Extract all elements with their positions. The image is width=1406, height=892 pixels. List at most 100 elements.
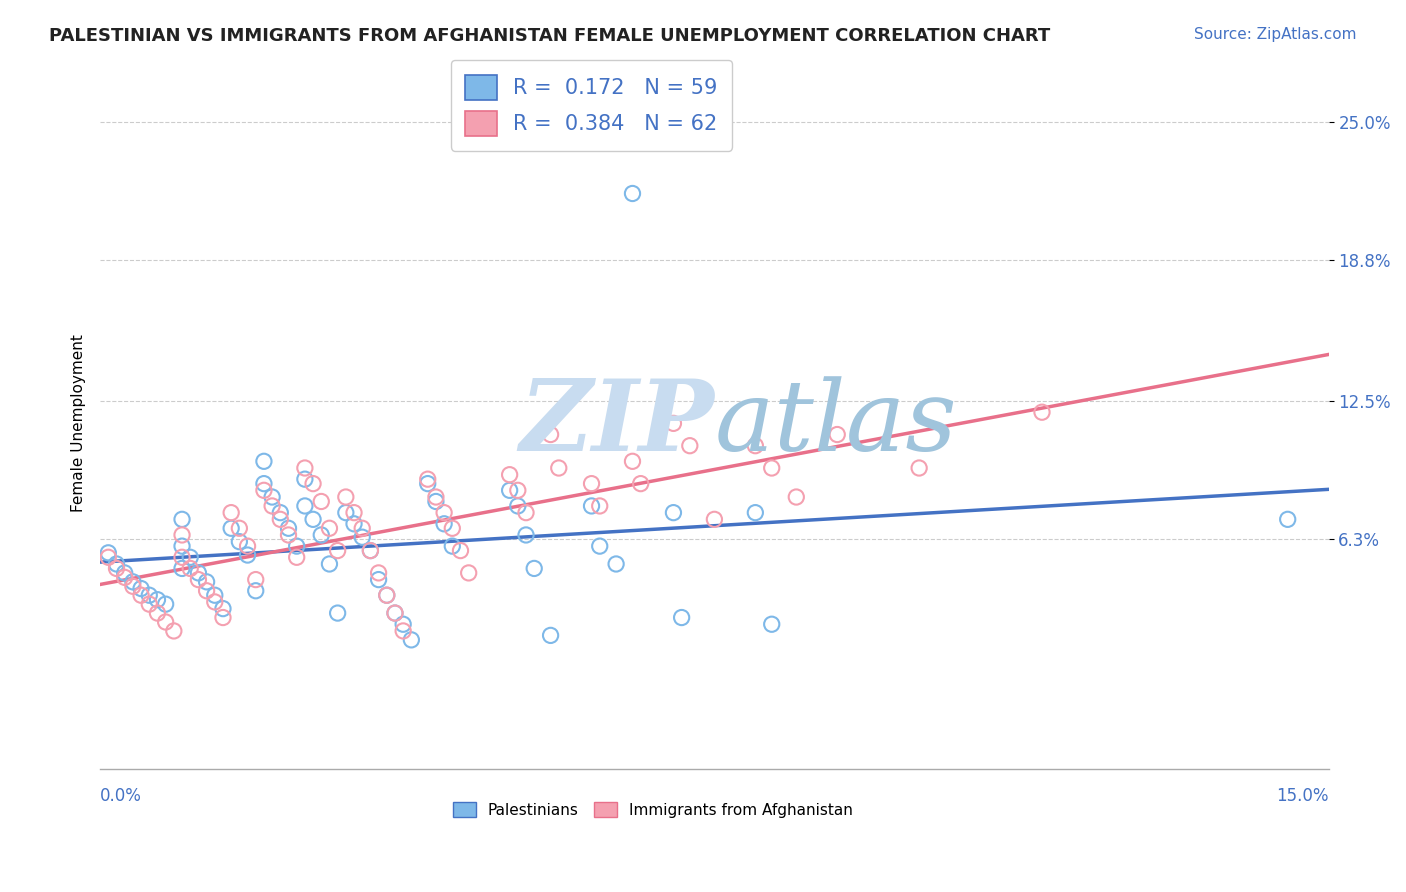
Point: [392, 617, 415, 632]
Point: [825, 427, 848, 442]
Point: [170, 528, 193, 542]
Point: [416, 476, 439, 491]
Point: [309, 528, 332, 542]
Point: [785, 490, 807, 504]
Point: [262, 490, 284, 504]
Point: [581, 499, 603, 513]
Point: [621, 454, 644, 468]
Point: [450, 543, 472, 558]
Point: [506, 499, 529, 513]
Point: [195, 583, 218, 598]
Point: [179, 550, 201, 565]
Point: [515, 528, 537, 542]
Point: [262, 499, 284, 513]
Text: ZIP: ZIP: [519, 376, 714, 472]
Point: [236, 548, 259, 562]
Point: [228, 521, 250, 535]
Point: [1031, 405, 1053, 419]
Point: [269, 506, 291, 520]
Point: [679, 439, 702, 453]
Point: [285, 539, 308, 553]
Point: [605, 557, 627, 571]
Point: [515, 506, 537, 520]
Point: [170, 550, 193, 565]
Point: [384, 606, 406, 620]
Point: [129, 582, 152, 596]
Point: [155, 597, 177, 611]
Point: [253, 454, 276, 468]
Point: [425, 494, 447, 508]
Point: [219, 506, 242, 520]
Point: [703, 512, 725, 526]
Point: [318, 521, 340, 535]
Point: [425, 490, 447, 504]
Point: [662, 506, 685, 520]
Point: [114, 570, 136, 584]
Point: [163, 624, 186, 638]
Text: 0.0%: 0.0%: [100, 787, 142, 805]
Point: [621, 186, 644, 201]
Point: [416, 472, 439, 486]
Point: [335, 506, 357, 520]
Point: [277, 528, 299, 542]
Point: [277, 521, 299, 535]
Point: [662, 417, 685, 431]
Point: [441, 521, 464, 535]
Text: 15.0%: 15.0%: [1277, 787, 1329, 805]
Point: [506, 483, 529, 498]
Legend: Palestinians, Immigrants from Afghanistan: Palestinians, Immigrants from Afghanista…: [447, 796, 859, 824]
Point: [375, 588, 398, 602]
Point: [581, 476, 603, 491]
Point: [129, 588, 152, 602]
Point: [212, 610, 235, 624]
Point: [146, 592, 169, 607]
Point: [744, 439, 766, 453]
Point: [433, 506, 456, 520]
Point: [392, 624, 415, 638]
Point: [589, 539, 612, 553]
Point: [228, 534, 250, 549]
Point: [114, 566, 136, 580]
Point: [498, 483, 520, 498]
Point: [630, 476, 652, 491]
Point: [204, 595, 226, 609]
Y-axis label: Female Unemployment: Female Unemployment: [72, 334, 86, 512]
Point: [122, 574, 145, 589]
Point: [195, 574, 218, 589]
Point: [908, 461, 931, 475]
Point: [335, 490, 357, 504]
Point: [187, 566, 209, 580]
Point: [523, 561, 546, 575]
Point: [671, 610, 693, 624]
Point: [343, 506, 366, 520]
Point: [294, 499, 316, 513]
Point: [105, 557, 128, 571]
Point: [170, 561, 193, 575]
Point: [343, 516, 366, 531]
Point: [375, 588, 398, 602]
Point: [302, 476, 325, 491]
Point: [359, 543, 381, 558]
Point: [155, 615, 177, 629]
Point: [352, 521, 374, 535]
Point: [326, 543, 349, 558]
Text: Source: ZipAtlas.com: Source: ZipAtlas.com: [1194, 27, 1357, 42]
Point: [309, 494, 332, 508]
Point: [138, 597, 160, 611]
Point: [97, 550, 120, 565]
Point: [122, 579, 145, 593]
Point: [1277, 512, 1299, 526]
Point: [294, 461, 316, 475]
Point: [761, 461, 783, 475]
Point: [253, 483, 276, 498]
Point: [253, 476, 276, 491]
Point: [285, 550, 308, 565]
Point: [441, 539, 464, 553]
Point: [761, 617, 783, 632]
Point: [170, 539, 193, 553]
Point: [187, 573, 209, 587]
Point: [744, 506, 766, 520]
Point: [384, 606, 406, 620]
Text: PALESTINIAN VS IMMIGRANTS FROM AFGHANISTAN FEMALE UNEMPLOYMENT CORRELATION CHART: PALESTINIAN VS IMMIGRANTS FROM AFGHANIST…: [49, 27, 1050, 45]
Point: [352, 530, 374, 544]
